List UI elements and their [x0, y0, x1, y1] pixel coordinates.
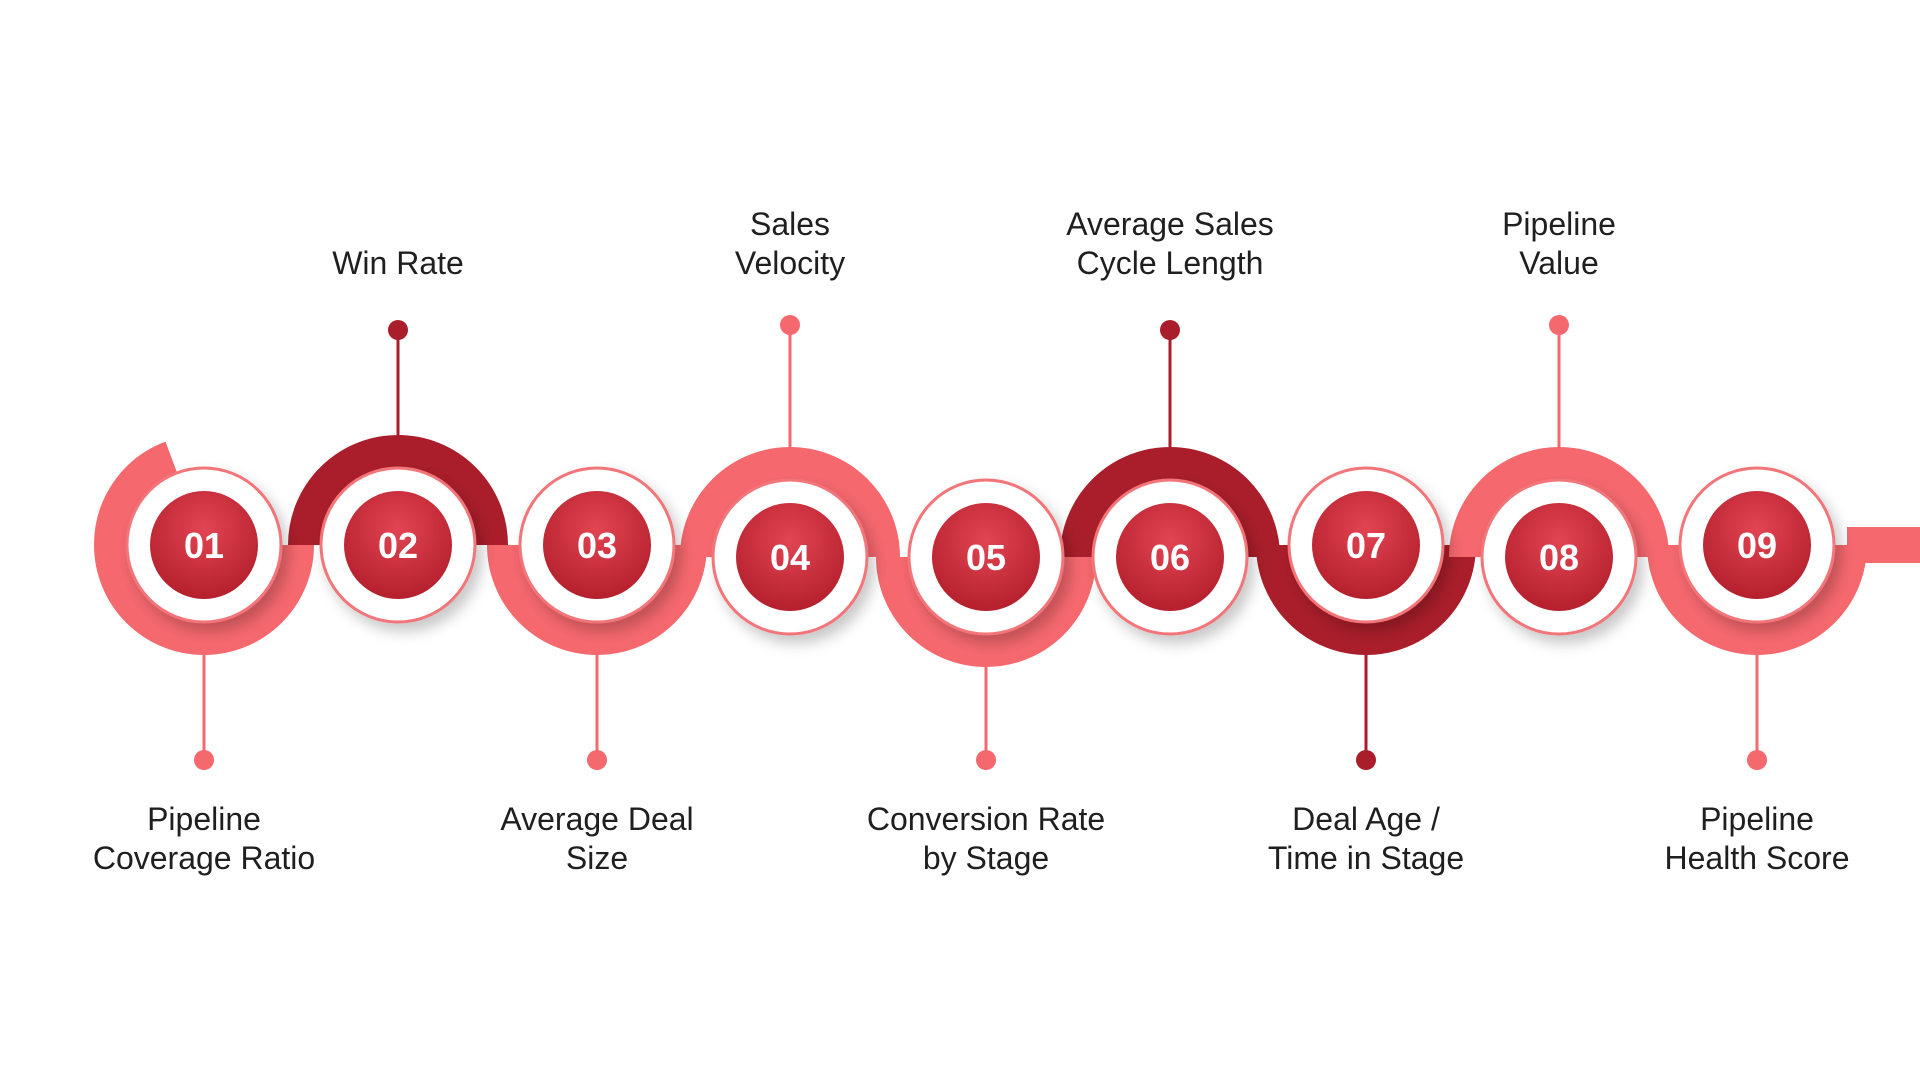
step-label-06: Average Sales Cycle Length	[1005, 205, 1335, 283]
connector-dot-06	[1160, 320, 1180, 340]
band-arc-02	[288, 435, 508, 546]
step-label-line: Value	[1519, 245, 1599, 281]
step-label-line: Pipeline	[1502, 206, 1616, 242]
step-badge-07	[1312, 491, 1420, 599]
step-label-line: Win Rate	[332, 245, 464, 281]
step-label-line: Coverage Ratio	[92, 840, 316, 876]
step-badge-02	[344, 491, 452, 599]
step-label-04: Sales Velocity	[625, 205, 955, 283]
step-label-line: by Stage	[922, 840, 1050, 876]
wave-band	[93, 435, 1920, 667]
step-label-line: Velocity	[734, 245, 846, 281]
step-badge-06	[1116, 503, 1224, 611]
connector-dot-01	[194, 750, 214, 770]
step-badge-08	[1505, 503, 1613, 611]
step-number-07: 07	[1346, 525, 1386, 566]
step-label-05: Conversion Rate by Stage	[821, 800, 1151, 878]
band-arc-08	[1449, 447, 1669, 558]
step-label-line: Sales	[749, 206, 831, 242]
step-label-line: Deal Age /	[1292, 801, 1440, 837]
step-label-03: Average Deal Size	[432, 800, 762, 878]
step-label-line: Average Sales	[1066, 206, 1274, 242]
step-number-04: 04	[770, 537, 810, 578]
connector-dot-08	[1549, 315, 1569, 335]
band-arc-04	[680, 447, 900, 558]
step-number-09: 09	[1737, 525, 1777, 566]
step-circles: 01 02 03 04 05 06 07 08 09	[125, 466, 1836, 636]
band-arc-05	[876, 556, 1096, 667]
step-badge-04	[736, 503, 844, 611]
step-badge-03	[543, 491, 651, 599]
step-label-09: Pipeline Health Score	[1592, 800, 1920, 878]
step-number-06: 06	[1150, 537, 1190, 578]
band-arc-09	[1647, 544, 1867, 655]
connector-dot-03	[587, 750, 607, 770]
step-number-03: 03	[577, 525, 617, 566]
step-label-08: Pipeline Value	[1394, 205, 1724, 283]
connector-dot-05	[976, 750, 996, 770]
step-label-line: Cycle Length	[1076, 245, 1264, 281]
step-label-02: Win Rate	[233, 244, 563, 283]
step-label-line: Health Score	[1664, 840, 1850, 876]
step-label-01: Pipeline Coverage Ratio	[39, 800, 369, 878]
step-label-line: Size	[565, 840, 629, 876]
step-label-07: Deal Age / Time in Stage	[1201, 800, 1531, 878]
connector-dot-09	[1747, 750, 1767, 770]
step-number-02: 02	[378, 525, 418, 566]
step-badge-09	[1703, 491, 1811, 599]
band-arc-07	[1256, 544, 1476, 655]
step-badge-01	[150, 491, 258, 599]
connector-dot-07	[1356, 750, 1376, 770]
step-number-01: 01	[184, 525, 224, 566]
band-arc-01	[93, 441, 314, 655]
connectors	[194, 315, 1767, 770]
connector-dot-02	[388, 320, 408, 340]
band-arc-03	[487, 544, 707, 655]
connector-dot-04	[780, 315, 800, 335]
step-label-line: Average Deal	[500, 801, 694, 837]
step-label-line: Pipeline	[1700, 801, 1814, 837]
band-arc-06	[1060, 447, 1280, 558]
step-label-line: Pipeline	[147, 801, 261, 837]
step-label-line: Conversion Rate	[866, 801, 1106, 837]
step-number-08: 08	[1539, 537, 1579, 578]
step-label-line: Time in Stage	[1267, 840, 1465, 876]
step-number-05: 05	[966, 537, 1006, 578]
step-badge-05	[932, 503, 1040, 611]
